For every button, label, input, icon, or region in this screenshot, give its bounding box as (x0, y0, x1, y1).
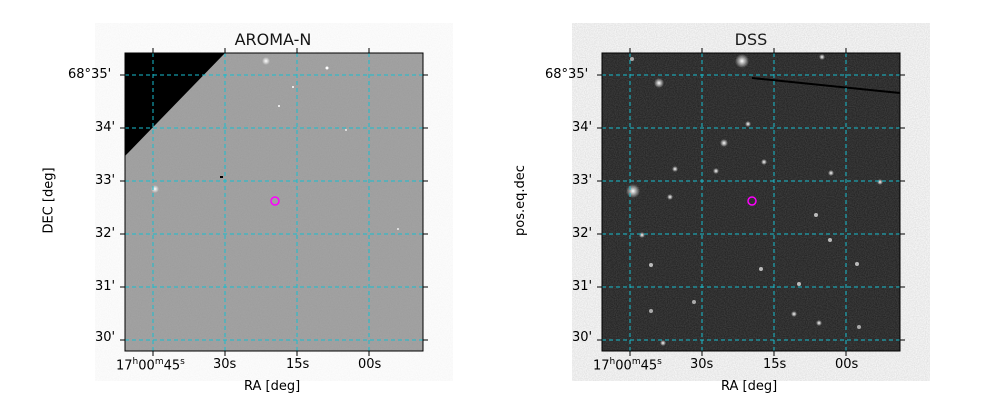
ra-tick-label: 30s (213, 357, 237, 372)
star (819, 54, 825, 60)
star (151, 185, 159, 193)
star (761, 159, 767, 165)
grid (125, 53, 423, 351)
axes-frame (124, 52, 424, 352)
dec-tick-label: 31' (95, 279, 116, 294)
star (857, 325, 861, 329)
dec-tick-label: 33' (572, 173, 593, 188)
dec-tick-label: 32' (572, 226, 593, 241)
panel-title: DSS (734, 30, 768, 49)
dec-tick-label: 31' (572, 279, 593, 294)
ra-tick-label: 15s (763, 357, 787, 372)
axes-frame (601, 52, 901, 352)
dec-tick-label: 34' (572, 120, 593, 135)
target-marker-circle (270, 196, 280, 206)
star (292, 86, 294, 88)
image-dss (597, 48, 905, 356)
ra-tick-label: 00s (358, 357, 382, 372)
star (397, 228, 399, 230)
x-axis-label: RA [deg] (244, 379, 301, 394)
star (797, 282, 801, 286)
image-masked-corner (125, 53, 225, 156)
dec-tick-label: 30' (95, 330, 116, 345)
star (278, 105, 280, 107)
star (720, 139, 728, 147)
star (660, 340, 666, 346)
star (654, 78, 664, 88)
star (745, 121, 751, 127)
dec-tick-label: 32' (95, 226, 116, 241)
star (816, 320, 822, 326)
star (855, 262, 859, 266)
star (672, 166, 678, 172)
ra-tick-label: 17h00m45s (593, 357, 662, 374)
ra-tick-label: 00s (835, 357, 859, 372)
star (735, 54, 749, 68)
x-axis-label: RA [deg] (721, 379, 778, 394)
star (262, 57, 270, 65)
star (713, 168, 719, 174)
panel-title: AROMA-N (234, 30, 312, 49)
dec-tick-label: 68°35' (545, 67, 589, 82)
star (814, 213, 818, 217)
star (692, 300, 696, 304)
grid (602, 53, 900, 351)
dec-tick-label: 34' (95, 120, 116, 135)
star (828, 170, 834, 176)
star (325, 66, 329, 70)
star (649, 309, 653, 313)
ra-tick-label: 30s (690, 357, 714, 372)
plate-streak (751, 77, 901, 94)
target-marker-circle (747, 196, 757, 206)
star (877, 179, 883, 185)
ra-tick-label: 15s (286, 357, 310, 372)
star (630, 57, 634, 61)
star (345, 129, 347, 131)
bad-pixel (220, 176, 223, 178)
y-axis-label: DEC [deg] (41, 167, 57, 234)
dec-tick-label: 68°35' (68, 67, 112, 82)
star (626, 184, 640, 198)
dec-tick-label: 30' (572, 330, 593, 345)
y-axis-label: pos.eq.dec (512, 165, 528, 236)
ra-tick-label: 17h00m45s (116, 357, 185, 374)
image-aroma-n (120, 48, 428, 356)
star (791, 311, 797, 317)
dec-tick-label: 33' (95, 173, 116, 188)
star (649, 263, 653, 267)
star (759, 267, 763, 271)
star (828, 238, 832, 242)
star (639, 232, 645, 238)
star (667, 194, 673, 200)
